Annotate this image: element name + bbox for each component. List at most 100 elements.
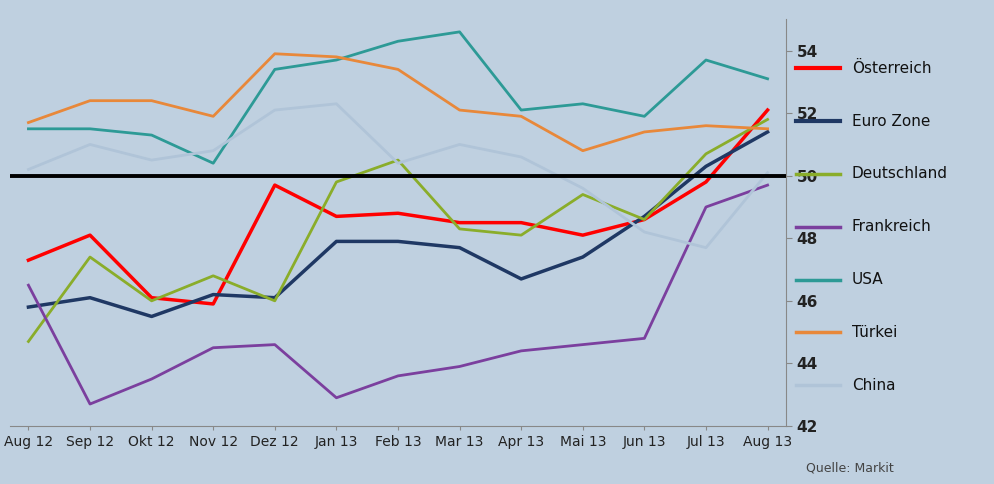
Österreich <box>700 179 712 185</box>
Türkei <box>23 120 35 125</box>
Euro Zone <box>760 129 772 135</box>
Deutschland <box>577 192 588 197</box>
Euro Zone <box>268 295 280 301</box>
Frankreich <box>638 335 650 341</box>
Euro Zone <box>392 239 404 244</box>
Frankreich <box>207 345 219 350</box>
China <box>760 170 772 176</box>
Frankreich <box>392 373 404 379</box>
USA <box>207 160 219 166</box>
Frankreich <box>453 363 465 369</box>
Text: Frankreich: Frankreich <box>851 219 930 234</box>
Türkei <box>760 126 772 132</box>
China <box>83 141 95 147</box>
Line: Frankreich: Frankreich <box>29 185 766 404</box>
USA <box>268 66 280 72</box>
Euro Zone <box>515 276 527 282</box>
Österreich <box>330 213 342 219</box>
USA <box>392 38 404 44</box>
USA <box>145 132 157 138</box>
USA <box>23 126 35 132</box>
Österreich <box>392 211 404 216</box>
Deutschland <box>760 117 772 122</box>
Euro Zone <box>638 213 650 219</box>
Türkei <box>700 123 712 129</box>
Line: Türkei: Türkei <box>29 54 766 151</box>
Euro Zone <box>23 304 35 310</box>
Türkei <box>392 66 404 72</box>
China <box>638 229 650 235</box>
Österreich <box>515 220 527 226</box>
Deutschland <box>145 298 157 304</box>
Türkei <box>145 98 157 104</box>
China <box>577 185 588 191</box>
Deutschland <box>83 254 95 260</box>
USA <box>330 57 342 63</box>
China <box>515 154 527 160</box>
Frankreich <box>23 282 35 288</box>
Text: Türkei: Türkei <box>851 325 897 340</box>
Frankreich <box>83 401 95 407</box>
China <box>268 107 280 113</box>
Euro Zone <box>453 245 465 251</box>
Türkei <box>330 54 342 60</box>
Deutschland <box>392 157 404 163</box>
Line: China: China <box>29 104 766 248</box>
Euro Zone <box>330 239 342 244</box>
Text: China: China <box>851 378 895 393</box>
Deutschland <box>330 179 342 185</box>
USA <box>700 57 712 63</box>
Deutschland <box>700 151 712 157</box>
Türkei <box>453 107 465 113</box>
Deutschland <box>453 226 465 232</box>
Deutschland <box>207 273 219 279</box>
Line: Euro Zone: Euro Zone <box>29 132 766 317</box>
Frankreich <box>268 342 280 348</box>
Österreich <box>23 257 35 263</box>
China <box>330 101 342 106</box>
Österreich <box>145 295 157 301</box>
Österreich <box>83 232 95 238</box>
Text: Österreich: Österreich <box>851 60 930 76</box>
China <box>207 148 219 153</box>
China <box>23 166 35 172</box>
Frankreich <box>330 395 342 401</box>
China <box>453 141 465 147</box>
Line: Deutschland: Deutschland <box>29 120 766 342</box>
Frankreich <box>577 342 588 348</box>
USA <box>638 113 650 119</box>
USA <box>577 101 588 106</box>
Deutschland <box>23 339 35 345</box>
Deutschland <box>268 298 280 304</box>
Line: Österreich: Österreich <box>29 110 766 304</box>
Österreich <box>268 182 280 188</box>
Text: USA: USA <box>851 272 883 287</box>
Text: Deutschland: Deutschland <box>851 166 946 182</box>
Türkei <box>207 113 219 119</box>
Deutschland <box>638 217 650 223</box>
Türkei <box>638 129 650 135</box>
Frankreich <box>515 348 527 354</box>
Text: Quelle: Markit: Quelle: Markit <box>805 461 893 474</box>
USA <box>83 126 95 132</box>
Deutschland <box>515 232 527 238</box>
Euro Zone <box>145 314 157 319</box>
Line: USA: USA <box>29 32 766 163</box>
Türkei <box>83 98 95 104</box>
USA <box>515 107 527 113</box>
Euro Zone <box>83 295 95 301</box>
Frankreich <box>760 182 772 188</box>
USA <box>453 29 465 35</box>
Österreich <box>638 217 650 223</box>
China <box>145 157 157 163</box>
Euro Zone <box>700 164 712 169</box>
Frankreich <box>700 204 712 210</box>
Euro Zone <box>577 254 588 260</box>
Text: Euro Zone: Euro Zone <box>851 114 929 128</box>
Österreich <box>760 107 772 113</box>
Österreich <box>453 220 465 226</box>
Türkei <box>268 51 280 57</box>
Türkei <box>515 113 527 119</box>
Euro Zone <box>207 292 219 298</box>
Österreich <box>577 232 588 238</box>
